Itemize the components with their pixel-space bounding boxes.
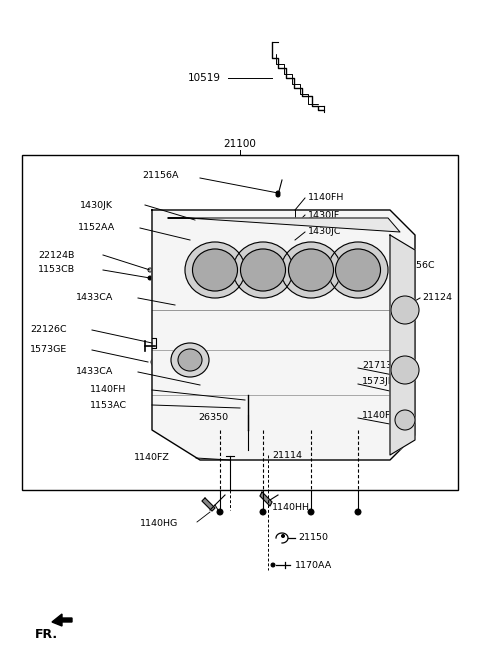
- Polygon shape: [390, 235, 415, 455]
- Circle shape: [276, 191, 280, 195]
- Circle shape: [276, 193, 280, 197]
- Circle shape: [260, 509, 266, 515]
- Ellipse shape: [240, 249, 286, 291]
- Text: 1140FH: 1140FH: [90, 386, 126, 394]
- Text: 22126C: 22126C: [30, 325, 67, 335]
- Polygon shape: [202, 498, 215, 511]
- Polygon shape: [52, 614, 72, 626]
- Circle shape: [406, 306, 410, 310]
- Circle shape: [355, 509, 361, 515]
- Ellipse shape: [328, 242, 388, 298]
- Text: FR.: FR.: [35, 628, 58, 642]
- Text: 1430JK: 1430JK: [80, 201, 113, 209]
- Circle shape: [148, 276, 152, 280]
- Circle shape: [308, 509, 314, 515]
- Text: 21713A: 21713A: [362, 361, 398, 369]
- Text: 21150: 21150: [298, 533, 328, 543]
- Circle shape: [245, 412, 251, 418]
- Polygon shape: [260, 492, 272, 506]
- Text: 1140HH: 1140HH: [272, 504, 310, 512]
- Polygon shape: [152, 210, 415, 460]
- Circle shape: [271, 563, 275, 567]
- Text: 21100: 21100: [224, 139, 256, 149]
- Text: 26350: 26350: [198, 413, 228, 422]
- Text: 1153CB: 1153CB: [38, 266, 75, 274]
- Ellipse shape: [281, 242, 341, 298]
- Ellipse shape: [185, 242, 245, 298]
- Text: 10519: 10519: [188, 73, 221, 83]
- Circle shape: [406, 376, 410, 380]
- Bar: [22, 155, 458, 490]
- Ellipse shape: [178, 349, 202, 371]
- Text: 1140HG: 1140HG: [140, 520, 178, 529]
- Text: 1433CA: 1433CA: [76, 293, 113, 302]
- Text: 92756C: 92756C: [398, 260, 434, 270]
- Text: 1573GE: 1573GE: [30, 346, 67, 354]
- Ellipse shape: [395, 410, 415, 430]
- Polygon shape: [168, 218, 400, 232]
- Text: 21114: 21114: [272, 451, 302, 459]
- Ellipse shape: [336, 249, 381, 291]
- Ellipse shape: [192, 249, 238, 291]
- Circle shape: [293, 216, 297, 220]
- Circle shape: [243, 398, 247, 402]
- Ellipse shape: [391, 356, 419, 384]
- Circle shape: [281, 535, 285, 537]
- Text: 21124: 21124: [422, 293, 452, 302]
- Text: 1430JF: 1430JF: [308, 211, 340, 220]
- Text: 1433CA: 1433CA: [76, 367, 113, 377]
- Ellipse shape: [171, 343, 209, 377]
- Text: 1170AA: 1170AA: [295, 560, 332, 569]
- Text: 1140FH: 1140FH: [308, 194, 344, 203]
- Text: 22124B: 22124B: [38, 251, 74, 260]
- Ellipse shape: [233, 242, 293, 298]
- Text: 1573JL: 1573JL: [362, 377, 394, 386]
- Circle shape: [154, 361, 156, 363]
- Text: 1153AC: 1153AC: [90, 401, 127, 409]
- Text: 21156A: 21156A: [142, 171, 179, 180]
- Circle shape: [198, 383, 202, 387]
- Text: 1430JC: 1430JC: [308, 228, 341, 237]
- Text: 1140FF: 1140FF: [362, 411, 397, 419]
- Text: 1140FZ: 1140FZ: [134, 453, 170, 462]
- Circle shape: [217, 509, 223, 515]
- Text: 1152AA: 1152AA: [78, 224, 115, 232]
- Circle shape: [245, 388, 251, 392]
- Ellipse shape: [391, 296, 419, 324]
- Ellipse shape: [288, 249, 334, 291]
